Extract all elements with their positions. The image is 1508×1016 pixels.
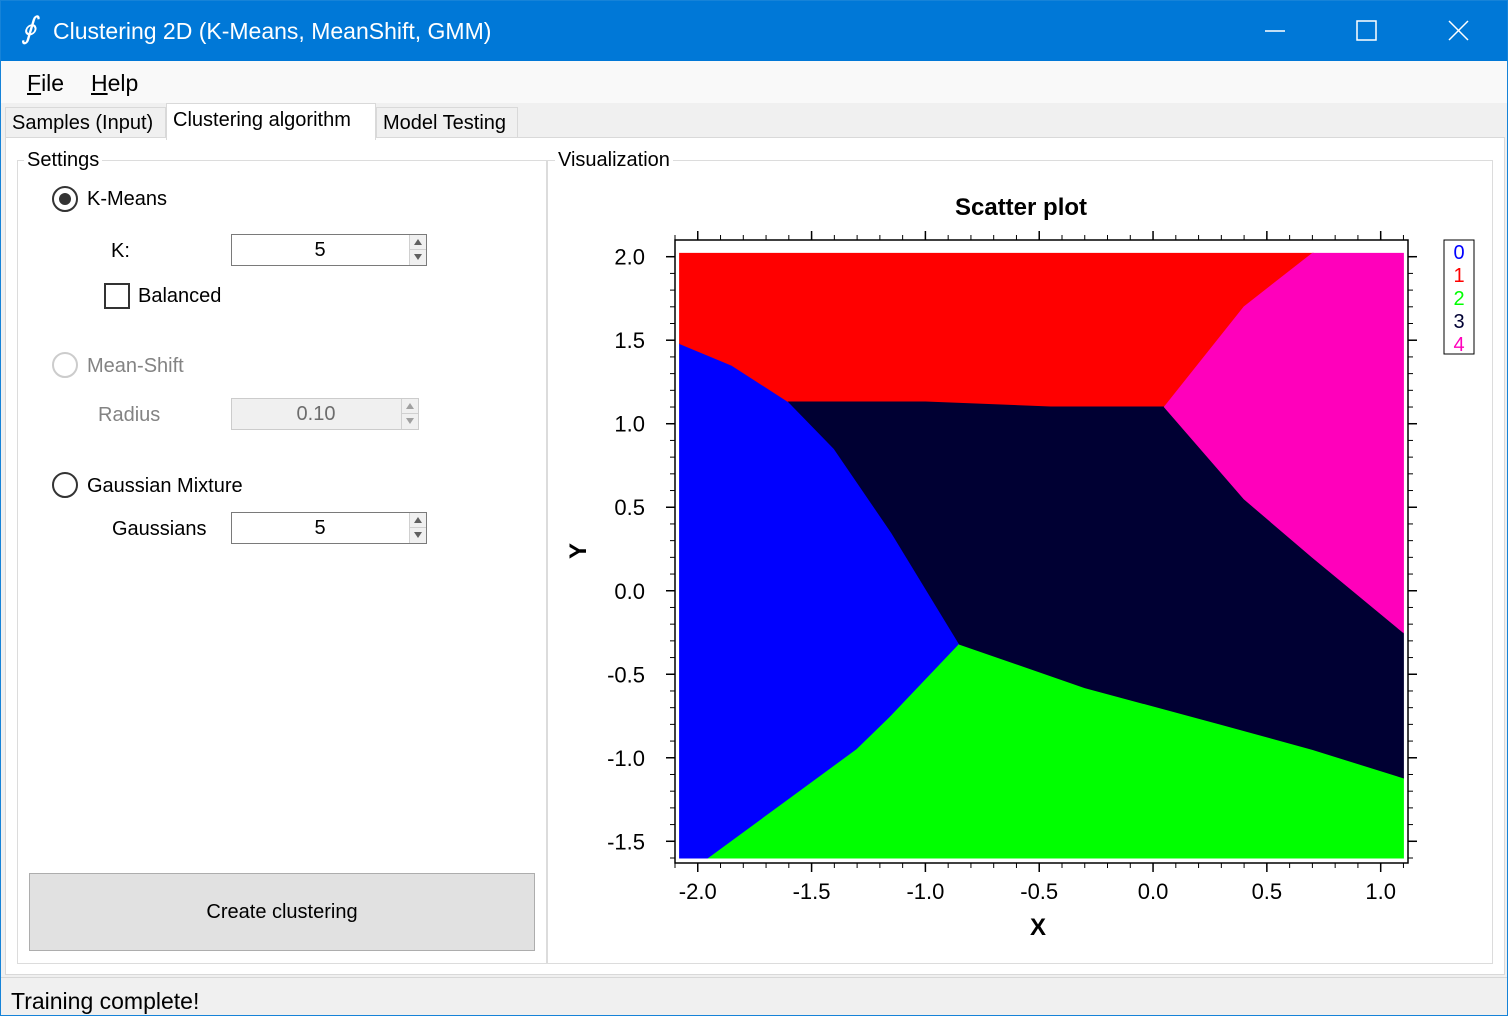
- balanced-checkbox[interactable]: [104, 283, 130, 309]
- minimize-icon: [1265, 30, 1285, 32]
- minor-ticks: [670, 235, 1413, 868]
- window-title: Clustering 2D (K-Means, MeanShift, GMM): [53, 18, 492, 44]
- x-tick-label: -0.5: [1020, 879, 1058, 904]
- title-bar[interactable]: ∮ Clustering 2D (K-Means, MeanShift, GMM…: [1, 1, 1507, 61]
- y-axis-label: Y: [565, 543, 592, 559]
- close-button[interactable]: [1413, 1, 1505, 61]
- x-tick-label: -1.0: [906, 879, 944, 904]
- tab-strip: Samples (Input) Clustering algorithm Mod…: [1, 103, 1507, 140]
- y-tick-label: 2.0: [614, 245, 645, 270]
- x-tick-label: 0.0: [1138, 879, 1169, 904]
- y-tick-label: 1.0: [614, 412, 645, 437]
- gaussian-mixture-label: Gaussian Mixture: [87, 475, 243, 497]
- visualization-group: [547, 160, 1493, 964]
- maximize-button[interactable]: [1321, 1, 1413, 61]
- create-clustering-button[interactable]: Create clustering: [29, 873, 535, 951]
- minimize-button[interactable]: [1229, 1, 1321, 61]
- legend-entry: 4: [1453, 334, 1464, 356]
- k-stepper[interactable]: 5: [231, 234, 427, 266]
- x-axis-ticks: -2.0 -1.5 -1.0 -0.5 0.0 0.5 1.0: [679, 231, 1396, 904]
- legend-entry: 1: [1453, 265, 1464, 287]
- gaussians-label: Gaussians: [112, 518, 207, 540]
- cluster-region-3: [787, 401, 1404, 779]
- kmeans-radio[interactable]: [52, 186, 78, 212]
- k-label: K:: [111, 240, 130, 262]
- radius-increment-button[interactable]: [402, 399, 418, 414]
- gaussians-stepper[interactable]: 5: [231, 512, 427, 544]
- legend-entry: 0: [1453, 242, 1464, 264]
- x-tick-label: 0.5: [1252, 879, 1283, 904]
- y-tick-label: 1.5: [614, 328, 645, 353]
- gaussians-increment-button[interactable]: [410, 513, 426, 528]
- settings-group: [17, 160, 547, 964]
- legend-entry: 3: [1453, 311, 1464, 333]
- maximize-icon: [1356, 20, 1377, 41]
- meanshift-label: Mean-Shift: [87, 355, 184, 377]
- menu-help[interactable]: Help: [91, 70, 139, 96]
- tab-clustering-algorithm[interactable]: Clustering algorithm: [166, 103, 376, 140]
- chart-title: Scatter plot: [955, 194, 1087, 221]
- balanced-label: Balanced: [138, 285, 222, 307]
- menu-file[interactable]: File: [27, 70, 65, 96]
- cluster-region-4: [1163, 252, 1404, 634]
- x-tick-label: -1.5: [793, 879, 831, 904]
- status-text: Training complete!: [11, 988, 200, 1014]
- y-axis-ticks: 2.0 1.5 1.0 0.5 0.0 -0.5 -1.0 -1.5: [607, 245, 1417, 854]
- y-tick-label: -1.5: [607, 829, 645, 854]
- kmeans-label: K-Means: [87, 188, 168, 210]
- visualization-group-label: Visualization: [555, 148, 673, 172]
- integral-icon: ∮: [21, 11, 37, 46]
- tab-model-testing[interactable]: Model Testing: [376, 107, 518, 139]
- y-tick-label: 0.0: [614, 579, 645, 604]
- meanshift-radio[interactable]: [52, 352, 78, 378]
- status-bar: Training complete!: [1, 977, 1507, 1015]
- x-tick-label: -2.0: [679, 879, 717, 904]
- x-axis-label: X: [1030, 914, 1046, 941]
- gaussians-value: 5: [314, 517, 326, 539]
- x-tick-label: 1.0: [1365, 879, 1396, 904]
- scatter-plot-chart: Scatter plot 2.0 1.5 1.0 0.5 0.0 -0.5 -1.0 -1.5…: [565, 194, 1475, 941]
- cluster-regions: [679, 252, 1404, 859]
- y-tick-label: 0.5: [614, 495, 645, 520]
- plot-frame: [674, 239, 1409, 864]
- settings-group-label: Settings: [24, 148, 103, 172]
- k-value: 5: [314, 239, 326, 261]
- menu-bar: File Help: [1, 61, 1507, 103]
- radius-label: Radius: [98, 404, 161, 426]
- tab-samples-input[interactable]: Samples (Input): [5, 107, 166, 139]
- legend-box: [1443, 239, 1475, 355]
- close-icon: [1448, 20, 1469, 41]
- radius-stepper[interactable]: 0.10: [231, 398, 419, 430]
- y-tick-label: -0.5: [607, 662, 645, 687]
- y-tick-label: -1.0: [607, 746, 645, 771]
- k-increment-button[interactable]: [410, 235, 426, 250]
- radius-decrement-button[interactable]: [402, 414, 418, 429]
- gaussians-decrement-button[interactable]: [410, 528, 426, 543]
- k-decrement-button[interactable]: [410, 250, 426, 265]
- gaussian-mixture-radio[interactable]: [52, 472, 78, 498]
- legend-entry: 2: [1453, 288, 1464, 310]
- radius-value: 0.10: [296, 403, 336, 425]
